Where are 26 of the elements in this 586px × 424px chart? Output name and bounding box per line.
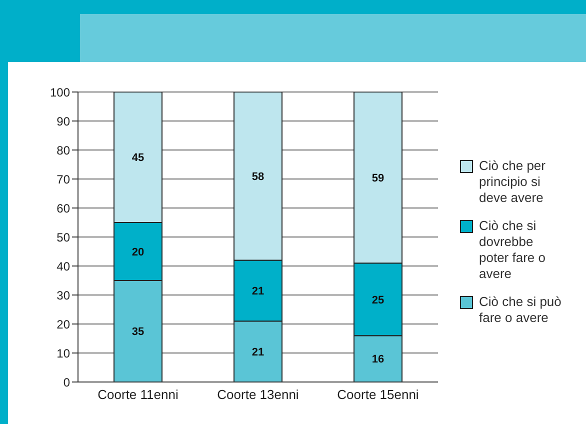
data-label: 21 <box>252 286 264 298</box>
y-tick-label: 80 <box>56 143 70 158</box>
data-label: 20 <box>132 246 144 258</box>
x-tick-label: Coorte 13enni <box>217 387 299 402</box>
legend-label: Ciò che si dovrebbe poter fare o avere <box>479 218 546 282</box>
data-label: 25 <box>372 294 384 306</box>
legend-label: Ciò che si può fare o avere <box>479 294 562 326</box>
data-label: 58 <box>252 171 264 184</box>
data-label: 16 <box>372 354 384 366</box>
data-label: 59 <box>372 172 384 184</box>
y-tick-label: 40 <box>56 259 70 274</box>
y-tick-label: 70 <box>56 172 70 186</box>
y-tick-label: 100 <box>50 85 70 100</box>
y-tick-label: 50 <box>56 230 70 244</box>
data-label: 35 <box>132 326 144 338</box>
data-label: 45 <box>132 152 144 164</box>
y-tick-label: 90 <box>56 114 70 128</box>
y-tick-label: 20 <box>56 317 70 332</box>
y-tick-label: 0 <box>63 375 70 390</box>
x-tick-label: Coorte 11enni <box>98 387 178 402</box>
x-tick-label: Coorte 15enni <box>337 387 419 402</box>
y-tick-label: 30 <box>56 288 70 302</box>
data-label: 21 <box>252 346 264 358</box>
legend-label: Ciò che per principio si deve avere <box>479 158 546 206</box>
y-tick-label: 60 <box>56 201 70 216</box>
y-tick-label: 10 <box>56 346 70 360</box>
